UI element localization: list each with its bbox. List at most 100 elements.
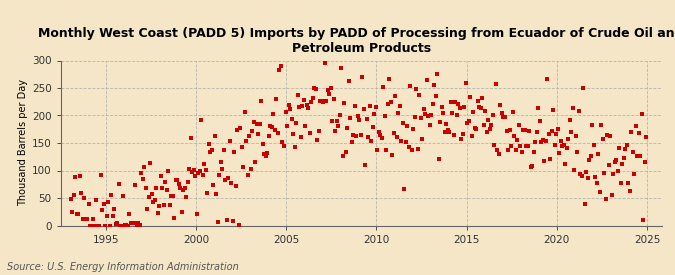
Point [606, 193, 617, 198]
Point [622, 143, 632, 147]
Point [417, 137, 428, 141]
Point [80, 216, 91, 221]
Point [585, 154, 596, 159]
Point [261, 153, 271, 158]
Point [533, 105, 543, 110]
Point [603, 163, 614, 167]
Point [295, 134, 306, 139]
Point [208, 183, 219, 187]
Point [539, 159, 549, 163]
Point [163, 168, 173, 173]
Point [373, 130, 384, 134]
Point [491, 82, 502, 87]
Point [194, 169, 205, 173]
Point [345, 116, 356, 120]
Point [452, 112, 462, 117]
Point [493, 152, 504, 156]
Point [263, 134, 274, 139]
Point [420, 112, 431, 116]
Point [196, 118, 207, 122]
Point [542, 76, 553, 81]
Point [226, 181, 237, 186]
Point [536, 140, 547, 145]
Point [188, 167, 199, 172]
Point [418, 106, 429, 111]
Point [160, 180, 171, 184]
Point [321, 99, 331, 103]
Point [513, 123, 524, 127]
Point [291, 121, 302, 126]
Point [74, 174, 85, 178]
Point [415, 116, 426, 121]
Point [89, 223, 100, 228]
Point [355, 133, 366, 138]
Point [283, 103, 294, 107]
Point [427, 101, 438, 106]
Point [116, 223, 127, 228]
Point [443, 128, 454, 132]
Point [79, 196, 90, 200]
Point [549, 142, 560, 147]
Point [167, 194, 178, 198]
Point [479, 123, 489, 127]
Point [279, 144, 290, 148]
Point [207, 148, 217, 152]
Point [262, 151, 273, 155]
Point [453, 102, 464, 107]
Point [67, 210, 78, 214]
Point [342, 126, 352, 130]
Point [534, 119, 545, 123]
Point [589, 143, 599, 147]
Point [349, 104, 360, 108]
Point [616, 181, 626, 185]
Point [219, 148, 230, 152]
Point [94, 223, 105, 228]
Point [519, 128, 530, 132]
Text: Source: U.S. Energy Information Administration: Source: U.S. Energy Information Administ… [7, 262, 238, 272]
Point [504, 128, 515, 132]
Point [381, 148, 392, 152]
Point [531, 129, 542, 134]
Point [250, 160, 261, 164]
Point [423, 114, 434, 118]
Point [556, 138, 566, 143]
Point [312, 138, 323, 142]
Point [155, 174, 166, 178]
Y-axis label: Thousand Barrels per Day: Thousand Barrels per Day [18, 79, 28, 207]
Point [289, 145, 300, 149]
Point [554, 150, 564, 155]
Point [371, 105, 381, 109]
Point [450, 100, 461, 104]
Point [324, 92, 335, 96]
Point [310, 86, 321, 91]
Point [500, 115, 510, 119]
Point [497, 111, 508, 115]
Point [393, 111, 404, 115]
Point [115, 223, 126, 228]
Point [474, 105, 485, 109]
Point [605, 134, 616, 139]
Point [302, 105, 313, 110]
Point [70, 175, 80, 179]
Point [268, 112, 279, 116]
Point [620, 147, 630, 152]
Point [492, 147, 503, 152]
Point [477, 96, 488, 100]
Point [308, 85, 319, 90]
Point [557, 144, 568, 148]
Point [576, 174, 587, 178]
Point [73, 212, 84, 216]
Point [95, 173, 106, 177]
Point [406, 148, 417, 152]
Point [608, 172, 619, 177]
Point [277, 140, 288, 145]
Point [253, 132, 264, 136]
Point [564, 118, 575, 123]
Point [325, 86, 336, 90]
Point [487, 113, 498, 117]
Point [552, 127, 563, 131]
Point [641, 134, 652, 139]
Point [618, 156, 629, 160]
Point [551, 132, 562, 137]
Point [202, 191, 213, 195]
